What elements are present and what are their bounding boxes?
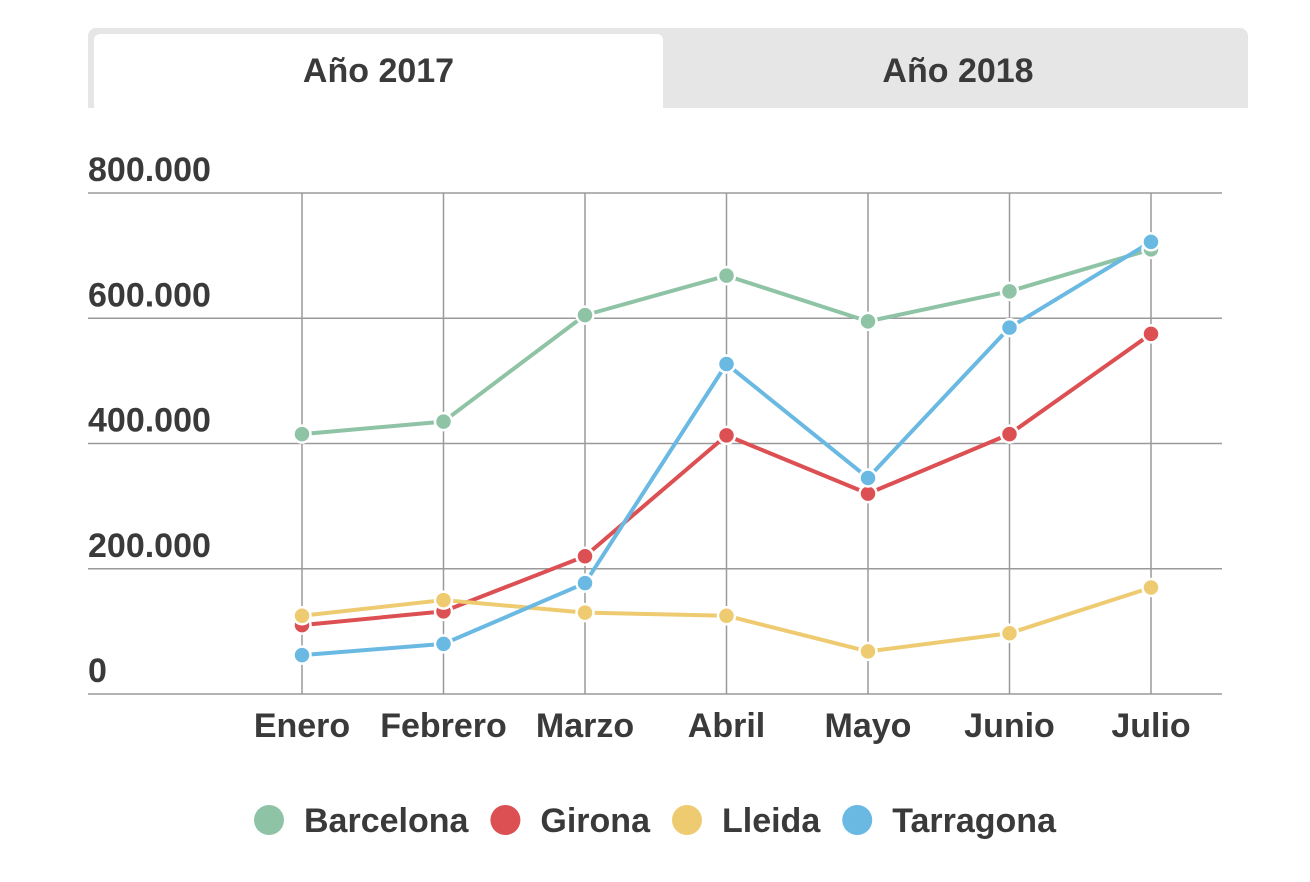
data-point-tarragona[interactable]: [1141, 232, 1161, 252]
y-tick-label: 400.000: [88, 402, 211, 440]
y-tick-label: 0: [88, 652, 107, 690]
data-point-lleida[interactable]: [716, 605, 737, 626]
y-tick-label: 200.000: [88, 527, 211, 565]
x-tick-label: Febrero: [380, 707, 507, 745]
data-point-tarragona[interactable]: [999, 317, 1020, 338]
y-tick-label: 800.000: [88, 151, 211, 189]
y-tick-label: 600.000: [88, 276, 211, 314]
y-axis-ticks: 0 200.000 400.000 600.000 800.000: [88, 151, 211, 690]
legend-item-girona[interactable]: Girona: [490, 802, 651, 840]
data-point-girona[interactable]: [999, 424, 1020, 444]
data-point-lleida[interactable]: [1141, 577, 1161, 598]
data-point-lleida[interactable]: [575, 602, 595, 623]
data-point-girona[interactable]: [575, 546, 595, 566]
data-point-tarragona[interactable]: [716, 354, 737, 374]
legend-swatch: [254, 805, 285, 835]
tab-2017[interactable]: Año 2017: [94, 34, 663, 108]
tab-2018[interactable]: Año 2018: [882, 51, 1034, 90]
x-tick-label: Marzo: [536, 707, 634, 745]
data-point-tarragona[interactable]: [575, 573, 595, 593]
legend-swatch: [842, 805, 873, 835]
data-point-barcelona[interactable]: [716, 265, 737, 286]
legend-label: Girona: [540, 802, 651, 840]
year-tabs: Año 2017 Año 2018: [88, 28, 1248, 108]
chart-legend: Barcelona Girona Lleida Tarragona: [254, 802, 1057, 840]
series-points: [292, 232, 1161, 665]
data-point-lleida[interactable]: [858, 641, 878, 662]
data-point-barcelona[interactable]: [575, 305, 595, 325]
data-point-tarragona[interactable]: [433, 634, 454, 654]
x-tick-label: Mayo: [825, 707, 912, 745]
data-point-lleida[interactable]: [433, 590, 454, 610]
x-tick-label: Enero: [254, 707, 350, 745]
x-tick-label: Abril: [688, 707, 765, 745]
legend-item-barcelona[interactable]: Barcelona: [254, 802, 470, 840]
data-point-barcelona[interactable]: [433, 411, 454, 432]
data-point-lleida[interactable]: [999, 623, 1020, 644]
data-point-barcelona[interactable]: [292, 424, 312, 444]
data-point-barcelona[interactable]: [999, 281, 1020, 302]
legend-label: Barcelona: [304, 802, 469, 840]
x-axis-ticks: Enero Febrero Marzo Abril Mayo Junio Julio: [254, 707, 1191, 745]
legend-item-tarragona[interactable]: Tarragona: [842, 802, 1057, 840]
x-tick-label: Junio: [964, 707, 1055, 745]
data-point-tarragona[interactable]: [292, 645, 312, 665]
legend-label: Lleida: [722, 802, 821, 840]
x-tick-label: Julio: [1111, 707, 1190, 745]
legend-item-lleida[interactable]: Lleida: [671, 802, 821, 840]
data-point-barcelona[interactable]: [858, 311, 878, 332]
data-point-girona[interactable]: [716, 425, 737, 446]
data-point-tarragona[interactable]: [858, 468, 878, 488]
legend-label: Tarragona: [892, 802, 1057, 840]
data-point-lleida[interactable]: [292, 605, 312, 626]
legend-swatch: [490, 805, 521, 835]
data-point-girona[interactable]: [1141, 324, 1161, 344]
legend-swatch: [671, 805, 702, 835]
